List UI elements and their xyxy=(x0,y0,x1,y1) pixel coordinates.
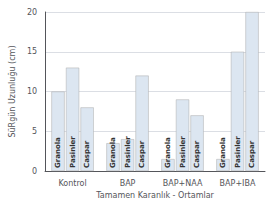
svg-text:Pasinler: Pasinler xyxy=(179,136,187,168)
svg-text:Pasinler: Pasinler xyxy=(124,136,132,168)
svg-text:BAP+IBA: BAP+IBA xyxy=(220,179,256,188)
svg-text:Kontrol: Kontrol xyxy=(58,179,86,188)
svg-text:BAP+NAA: BAP+NAA xyxy=(163,179,203,188)
svg-text:20: 20 xyxy=(27,8,37,17)
svg-text:Pasinler: Pasinler xyxy=(234,136,242,168)
svg-text:Pasinler: Pasinler xyxy=(69,136,77,168)
svg-text:Granola: Granola xyxy=(109,137,117,168)
svg-text:SüRgün Uzunluğu (cm): SüRgün Uzunluğu (cm) xyxy=(8,45,17,137)
svg-text:Granola: Granola xyxy=(164,137,172,168)
svg-text:Caspar: Caspar xyxy=(138,140,146,168)
svg-text:Granola: Granola xyxy=(54,137,62,168)
svg-text:Tamamen Karanlık - Ortamlar: Tamamen Karanlık - Ortamlar xyxy=(95,191,214,200)
svg-text:15: 15 xyxy=(27,47,37,56)
svg-text:Granola: Granola xyxy=(219,137,227,168)
svg-text:10: 10 xyxy=(27,87,37,96)
svg-text:Caspar: Caspar xyxy=(248,140,256,168)
svg-text:Caspar: Caspar xyxy=(83,140,91,168)
svg-text:5: 5 xyxy=(32,127,37,136)
svg-text:0: 0 xyxy=(32,167,37,176)
svg-text:Caspar: Caspar xyxy=(193,140,201,168)
svg-text:BAP: BAP xyxy=(120,179,136,188)
